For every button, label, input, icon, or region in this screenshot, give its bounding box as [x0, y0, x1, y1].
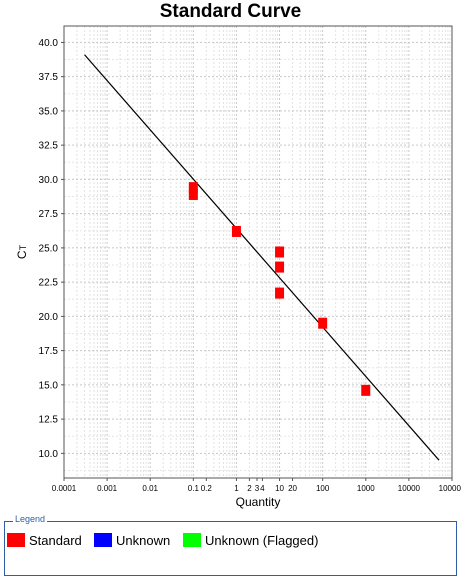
legend-label-unknown-flagged: Unknown (Flagged)	[205, 532, 319, 548]
x-tick-label: 2	[247, 484, 252, 493]
x-axis: 0.0001 0.001 0.01 0.1 0.2 1 2 3 4 10 20 100 1000 1000…	[52, 478, 461, 493]
plot-frame	[63, 25, 453, 479]
data-point-standard	[188, 182, 198, 194]
legend-item-unknown: Unknown	[94, 532, 170, 548]
y-tick-label: 12.5	[39, 415, 59, 426]
points-layer	[188, 182, 371, 396]
chart-title: Standard Curve	[159, 1, 302, 22]
data-point-standard	[231, 225, 241, 237]
legend-title: Legend	[13, 514, 48, 524]
y-axis-label: CT	[15, 244, 29, 259]
x-tick-label: 4	[260, 484, 265, 493]
y-tick-label: 10.0	[39, 449, 59, 460]
data-point-standard	[318, 317, 328, 329]
x-tick-label: 0.0001	[52, 484, 77, 493]
legend-swatch-unknown	[94, 533, 112, 547]
x-tick-label: 10	[275, 484, 284, 493]
y-tick-label: 22.5	[39, 278, 59, 289]
x-tick-label: 0.01	[142, 484, 158, 493]
y-axis: 10.0 12.5 15.0 17.5 20.0 22.5 25.0 27.5 30.0 32.5…	[39, 38, 64, 460]
legend-item-unknown-flagged: Unknown (Flagged)	[183, 532, 318, 548]
x-tick-label: 100	[316, 484, 330, 493]
y-tick-label: 30.0	[39, 175, 59, 186]
fit-line	[84, 54, 440, 461]
data-point-standard	[188, 188, 198, 200]
legend-swatch-unknown-flagged	[183, 533, 201, 547]
x-tick-label: 10000	[398, 484, 421, 493]
legend-label-standard: Standard	[29, 532, 82, 548]
grid-layer	[63, 26, 452, 478]
y-tick-label: 15.0	[39, 380, 59, 391]
data-point-standard	[275, 246, 285, 258]
y-tick-label: 32.5	[39, 141, 59, 152]
x-tick-label: 1	[234, 484, 239, 493]
y-tick-label: 37.5	[39, 72, 59, 83]
data-point-standard	[275, 287, 285, 299]
legend: Legend Standard Unknown Unknown (Flagged…	[4, 514, 457, 576]
data-point-standard	[275, 261, 285, 273]
x-tick-label: 0.001	[97, 484, 118, 493]
y-tick-label: 17.5	[39, 346, 59, 357]
x-tick-label: 0.1	[188, 484, 200, 493]
x-tick-label: 1000	[357, 484, 375, 493]
x-axis-label: Quantity	[236, 495, 281, 509]
y-tick-label: 40.0	[39, 38, 59, 49]
x-tick-label: 0.2	[201, 484, 213, 493]
legend-item-standard: Standard	[7, 532, 82, 548]
y-tick-label: 27.5	[39, 209, 59, 220]
legend-label-unknown: Unknown	[116, 532, 171, 548]
y-tick-label: 35.0	[39, 106, 59, 117]
legend-swatch-standard	[7, 533, 25, 547]
x-tick-label: 20	[288, 484, 297, 493]
x-tick-label: 100000	[439, 484, 461, 493]
y-tick-label: 25.0	[39, 243, 59, 254]
y-tick-label: 20.0	[39, 312, 59, 323]
x-tick-label: 3	[255, 484, 260, 493]
data-point-standard	[361, 384, 371, 396]
standard-curve-chart: 0.0001 0.001 0.01 0.1 0.2 1 2 3 4 10 20 100 1000 1000…	[15, 25, 461, 509]
